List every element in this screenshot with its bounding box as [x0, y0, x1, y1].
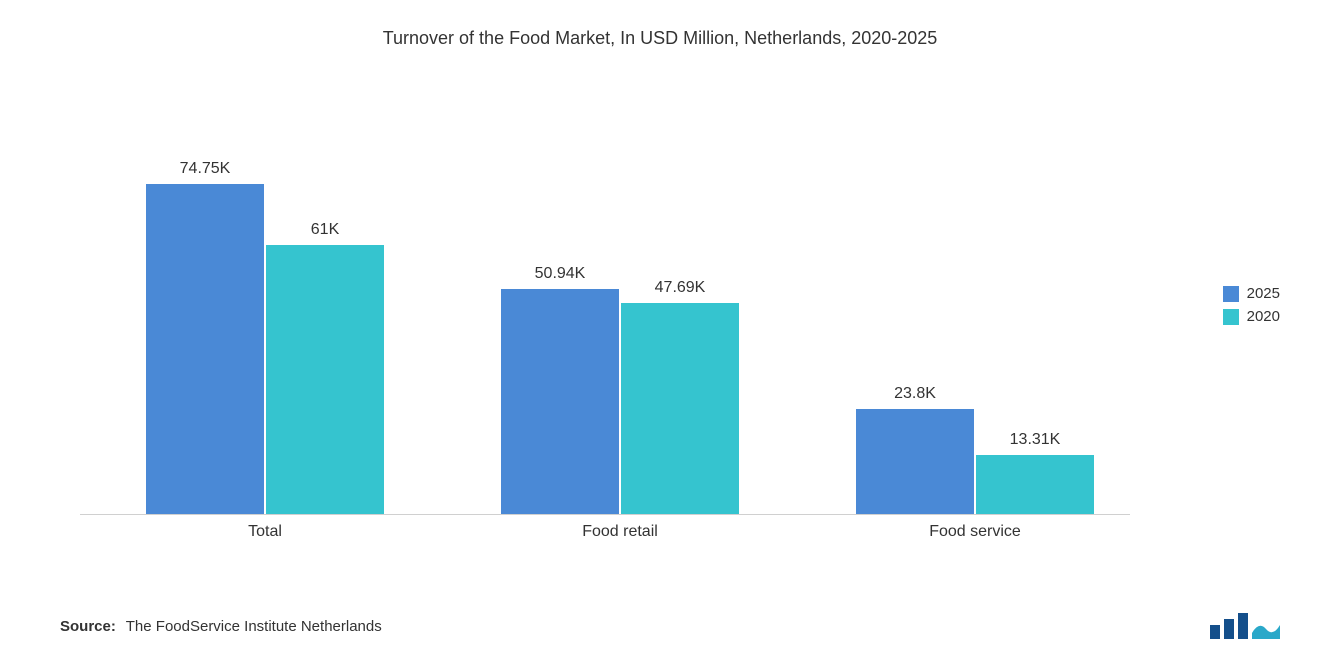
brand-logo: [1210, 613, 1280, 639]
category-label: Food service: [855, 523, 1095, 541]
chart-area: 74.75K61K50.94K47.69K23.8K13.31K TotalFo…: [80, 120, 1130, 540]
bar: 74.75K: [146, 184, 264, 514]
bar: 47.69K: [621, 303, 739, 514]
bar-value-label: 13.31K: [976, 431, 1094, 449]
source-citation: Source: The FoodService Institute Nether…: [60, 618, 382, 635]
logo-bar-icon: [1224, 619, 1234, 639]
legend-swatch: [1223, 286, 1239, 302]
bar-group: 23.8K13.31K: [855, 120, 1095, 514]
logo-bar-icon: [1210, 625, 1220, 639]
category-label: Food retail: [500, 523, 740, 541]
bar: 61K: [266, 245, 384, 514]
bar: 23.8K: [856, 409, 974, 514]
bar-value-label: 47.69K: [621, 279, 739, 297]
chart-title: Turnover of the Food Market, In USD Mill…: [0, 0, 1320, 49]
bar-value-label: 23.8K: [856, 385, 974, 403]
legend: 2025 2020: [1223, 285, 1280, 331]
bar: 13.31K: [976, 455, 1094, 514]
category-label: Total: [145, 523, 385, 541]
bar-group: 74.75K61K: [145, 120, 385, 514]
source-prefix: Source:: [60, 618, 116, 635]
legend-label: 2025: [1247, 285, 1280, 302]
legend-label: 2020: [1247, 308, 1280, 325]
plot-area: 74.75K61K50.94K47.69K23.8K13.31K: [80, 120, 1130, 515]
bar-value-label: 50.94K: [501, 265, 619, 283]
source-text: The FoodService Institute Netherlands: [126, 618, 382, 635]
legend-item: 2025: [1223, 285, 1280, 302]
bar-group: 50.94K47.69K: [500, 120, 740, 514]
x-axis: Total Food retail Food service: [80, 515, 1130, 540]
legend-item: 2020: [1223, 308, 1280, 325]
bar: 50.94K: [501, 289, 619, 514]
bar-value-label: 61K: [266, 221, 384, 239]
bar-value-label: 74.75K: [146, 160, 264, 178]
legend-swatch: [1223, 309, 1239, 325]
logo-wave-icon: [1252, 617, 1280, 639]
logo-bar-icon: [1238, 613, 1248, 639]
